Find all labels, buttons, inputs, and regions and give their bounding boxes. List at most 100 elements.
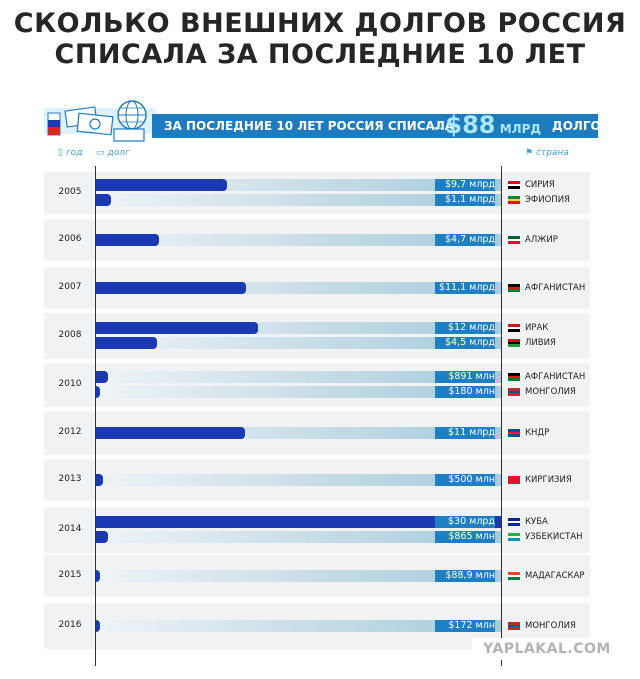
country-flag-icon (508, 518, 520, 526)
country-flag-icon (508, 196, 520, 204)
banknote-icon: ▭ (96, 148, 105, 158)
country-name: МАДАГАСКАР (525, 571, 585, 581)
country-name: КИРГИЗИЯ (525, 475, 572, 485)
country-name: ЭФИОПИЯ (525, 195, 570, 205)
country-flag-icon (508, 181, 520, 189)
legend-year-label: год (65, 148, 83, 158)
country-flag-icon (508, 622, 520, 630)
country-name: АЛЖИР (525, 235, 558, 245)
year-row-background (44, 363, 590, 407)
debt-bar (96, 386, 100, 398)
country-flag-icon (508, 284, 520, 292)
year-label: 2012 (58, 427, 82, 437)
calendar-icon: ▯ (58, 148, 63, 158)
banner-amount-number: $88 (445, 111, 496, 139)
country-name: ЛИВИЯ (525, 338, 556, 348)
country-name: АФГАНИСТАН (525, 372, 586, 382)
country-name: МОНГОЛИЯ (525, 621, 576, 631)
country-flag-icon (508, 324, 520, 332)
debt-bar (96, 516, 501, 528)
debt-bar (96, 474, 103, 486)
banner-tail: ДОЛГОВ (552, 119, 610, 133)
debt-bar (96, 179, 227, 191)
flag-icon: ⚑ (525, 148, 534, 158)
year-label: 2013 (58, 474, 82, 484)
country-flag-icon (508, 373, 520, 381)
country-flag-icon (508, 476, 520, 484)
bar-track (96, 620, 501, 632)
country-flag-icon (508, 236, 520, 244)
debt-bar (96, 371, 109, 383)
debt-value-label: $500 млн (435, 474, 495, 486)
year-label: 2008 (58, 330, 82, 340)
bar-track (96, 194, 501, 206)
country-name: МОНГОЛИЯ (525, 387, 576, 397)
debt-value-label: $12 млрд (435, 322, 495, 334)
title-line-1: СКОЛЬКО ВНЕШНИХ ДОЛГОВ РОССИЯ (13, 8, 627, 39)
year-label: 2015 (58, 570, 82, 580)
debt-value-label: $11 млрд (435, 427, 495, 439)
country-name: КУБА (525, 517, 548, 527)
debt-value-label: $4,7 млрд (435, 234, 495, 246)
debt-value-label: $891 млн (435, 371, 495, 383)
legend-year: ▯ год (58, 148, 82, 158)
bar-track (96, 337, 501, 349)
label-separator (501, 166, 502, 666)
country-flag-icon (508, 533, 520, 541)
debt-value-label: $865 млн (435, 531, 495, 543)
country-name: ИРАК (525, 323, 549, 333)
year-label: 2016 (58, 620, 82, 630)
bar-track (96, 234, 501, 246)
banner-amount: ~$88 МЛРД (432, 111, 541, 139)
debt-bar (96, 322, 258, 334)
debt-bar (96, 194, 111, 206)
country-name: УЗБЕКИСТАН (525, 532, 583, 542)
debt-value-label: $9,7 млрд (435, 179, 495, 191)
bar-track (96, 371, 501, 383)
year-label: 2007 (58, 282, 82, 292)
debt-bar (96, 282, 246, 294)
legend-country: ⚑ страна (525, 148, 569, 158)
summary-banner: ЗА ПОСЛЕДНИЕ 10 ЛЕТ РОССИЯ СПИСАЛА ~$88 … (152, 111, 610, 139)
bar-track (96, 570, 501, 582)
bar-track (96, 386, 501, 398)
money-bills-icon (44, 100, 156, 142)
country-flag-icon (508, 339, 520, 347)
year-label: 2005 (58, 187, 82, 197)
country-name: СИРИЯ (525, 180, 555, 190)
banner-text: ЗА ПОСЛЕДНИЕ 10 ЛЕТ РОССИЯ СПИСАЛА (164, 119, 455, 133)
banner-amount-unit: МЛРД (495, 122, 542, 136)
debt-value-label: $11,1 млрд (435, 282, 495, 294)
country-name: АФГАНИСТАН (525, 283, 586, 293)
bar-track (96, 474, 501, 486)
year-label: 2010 (58, 379, 82, 389)
debt-value-label: $30 млрд (435, 516, 495, 528)
legend-country-label: страна (536, 148, 569, 158)
country-flag-icon (508, 388, 520, 396)
country-name: КНДР (525, 428, 550, 438)
debt-bar (96, 427, 245, 439)
debt-bar (96, 337, 157, 349)
country-flag-icon (508, 572, 520, 580)
debt-value-label: $180 млн (435, 386, 495, 398)
watermark: YAPLAKAL.COM (472, 638, 622, 660)
debt-bar (96, 531, 108, 543)
debt-value-label: $4,5 млрд (435, 337, 495, 349)
debt-bar (96, 234, 160, 246)
debt-value-label: $172 млн (435, 620, 495, 632)
bar-track (96, 531, 501, 543)
chart-axis (95, 166, 96, 666)
legend-debt: ▭ долг (96, 148, 130, 158)
year-label: 2014 (58, 524, 82, 534)
debt-bar (96, 620, 100, 632)
year-row-background (44, 313, 590, 359)
debt-bar (96, 570, 100, 582)
country-flag-icon (508, 429, 520, 437)
legend-debt-label: долг (107, 148, 130, 158)
page-title: СКОЛЬКО ВНЕШНИХ ДОЛГОВ РОССИЯ СПИСАЛА ЗА… (0, 8, 640, 70)
title-line-2: СПИСАЛА ЗА ПОСЛЕДНИЕ 10 ЛЕТ (54, 39, 586, 70)
debt-value-label: $88,9 млн (435, 570, 495, 582)
banner-tilde: ~ (432, 118, 446, 137)
year-label: 2006 (58, 234, 82, 244)
debt-value-label: $1,1 млрд (435, 194, 495, 206)
